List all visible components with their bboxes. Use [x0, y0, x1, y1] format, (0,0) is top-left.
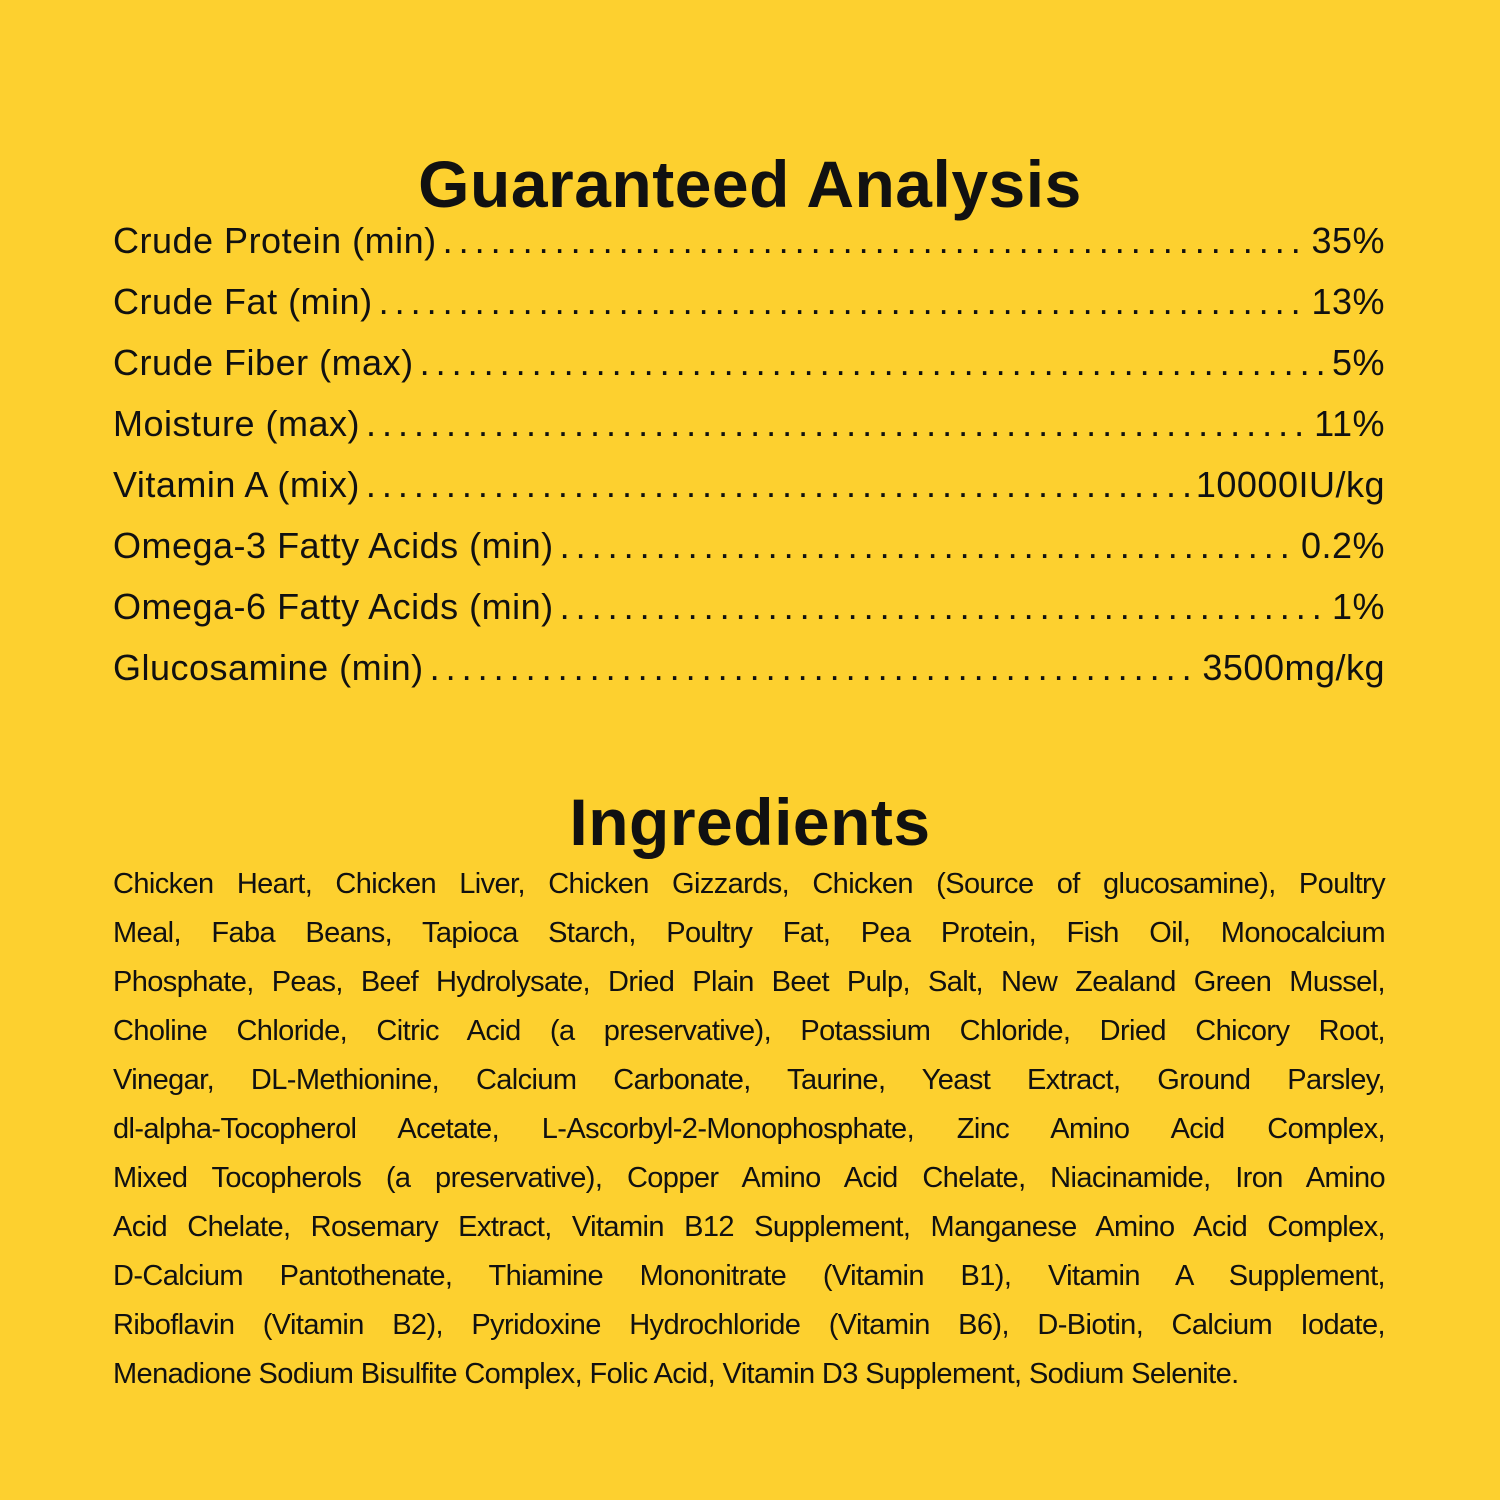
ingredients-line: D-Calcium Pantothenate, Thiamine Mononit…	[113, 1260, 1386, 1292]
analysis-row: Vitamin A (mix) 10000IU/kg	[113, 464, 1385, 525]
ingredients-list: Chicken Heart, Chicken Liver, Chicken Gi…	[113, 860, 1386, 1399]
analysis-row: Moisture (max) 11%	[113, 403, 1385, 464]
analysis-row: Omega-6 Fatty Acids (min) 1%	[113, 586, 1385, 647]
ingredients-title: Ingredients	[569, 785, 931, 860]
ingredients-line: Choline Chloride, Citric Acid (a preserv…	[113, 1015, 1386, 1047]
ingredients-line: dl-alpha-Tocopherol Acetate, L-Ascorbyl-…	[113, 1113, 1386, 1145]
ingredients-line: Meal, Faba Beans, Tapioca Starch, Poultr…	[113, 917, 1386, 949]
guaranteed-analysis-title: Guaranteed Analysis	[418, 147, 1082, 222]
nutrient-value: 10000IU/kg	[1195, 464, 1385, 505]
nutrient-value: 5%	[1331, 342, 1385, 383]
ingredients-line: Mixed Tocopherols (a preservative), Copp…	[113, 1162, 1386, 1194]
nutrient-value: 13%	[1311, 281, 1385, 322]
nutrient-label: Crude Fat (min)	[113, 281, 373, 322]
analysis-row: Crude Fat (min) 13%	[113, 281, 1385, 342]
dot-leader	[560, 525, 1295, 567]
nutrient-label: Crude Fiber (max)	[113, 342, 414, 383]
ingredients-line: Menadione Sodium Bisulfite Complex, Foli…	[113, 1358, 1239, 1390]
ingredients-line: Riboflavin (Vitamin B2), Pyridoxine Hydr…	[113, 1309, 1386, 1341]
nutrient-value: 11%	[1314, 403, 1385, 444]
dot-leader	[430, 647, 1197, 689]
nutrient-label: Omega-3 Fatty Acids (min)	[113, 525, 554, 566]
nutrient-label: Omega-6 Fatty Acids (min)	[113, 586, 554, 627]
ingredients-line: Chicken Heart, Chicken Liver, Chicken Gi…	[113, 868, 1386, 900]
nutrient-label: Crude Protein (min)	[113, 220, 437, 261]
nutrient-value: 0.2%	[1300, 525, 1385, 566]
nutrient-value: 3500mg/kg	[1202, 647, 1385, 688]
dot-leader	[560, 586, 1326, 628]
dot-leader	[366, 464, 1190, 506]
ingredients-line: Acid Chelate, Rosemary Extract, Vitamin …	[113, 1211, 1386, 1243]
analysis-row: Crude Protein (min) 35%	[113, 220, 1385, 281]
nutrient-label: Moisture (max)	[113, 403, 361, 444]
dot-leader	[420, 342, 1326, 384]
nutrient-value: 1%	[1331, 586, 1385, 627]
dot-leader	[443, 220, 1306, 262]
analysis-row: Omega-3 Fatty Acids (min) 0.2%	[113, 525, 1385, 586]
nutrient-label: Vitamin A (mix)	[113, 464, 360, 505]
dot-leader	[366, 403, 1308, 445]
analysis-table: Crude Protein (min) 35% Crude Fat (min) 13%…	[113, 220, 1385, 708]
nutrient-value: 35%	[1311, 220, 1385, 261]
analysis-row: Glucosamine (min) 3500mg/kg	[113, 647, 1385, 708]
ingredients-line: Vinegar, DL-Methionine, Calcium Carbonat…	[113, 1064, 1386, 1096]
ingredients-line: Phosphate, Peas, Beef Hydrolysate, Dried…	[113, 966, 1386, 998]
nutrient-label: Glucosamine (min)	[113, 647, 424, 688]
dot-leader	[379, 281, 1306, 323]
analysis-row: Crude Fiber (max) 5%	[113, 342, 1385, 403]
